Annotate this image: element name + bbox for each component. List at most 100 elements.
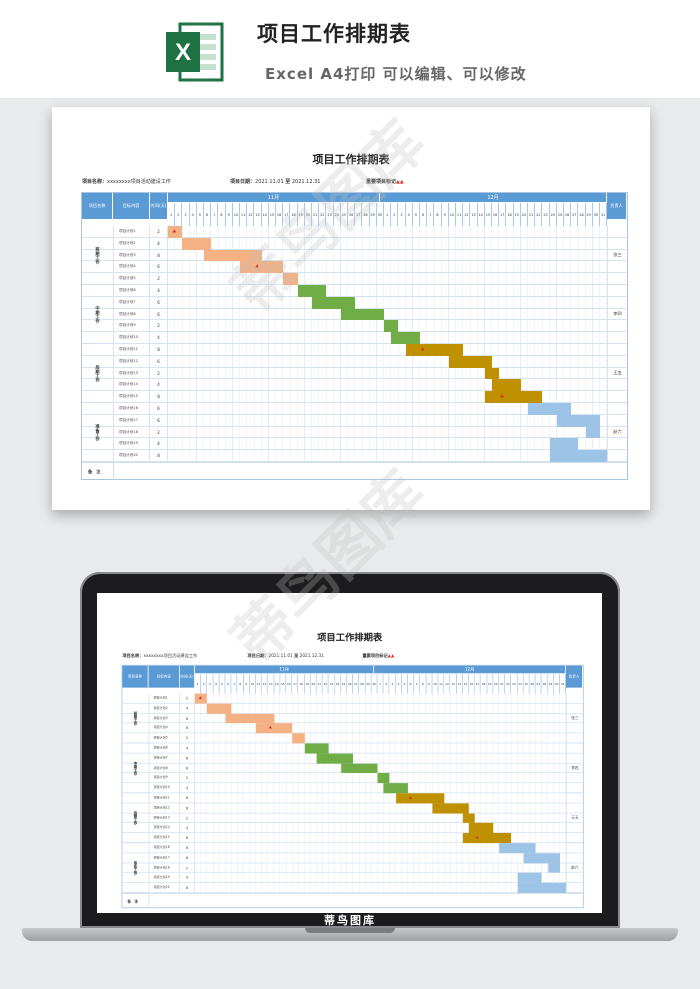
task-name: 项目计划9 xyxy=(148,773,180,784)
task-name: 项目计划2 xyxy=(148,703,180,714)
task-days: 2 xyxy=(180,813,196,824)
gantt-bar xyxy=(168,226,183,238)
day-header-cell: 9 xyxy=(243,674,250,694)
task-row: 项目计划4 6 xyxy=(122,723,583,734)
task-days: 4 xyxy=(150,285,168,297)
task-row: 项目计划14 4 xyxy=(122,823,583,834)
task-days: 4 xyxy=(180,703,196,714)
task-row: 项目计划17 6 xyxy=(82,414,627,427)
phase-label: 准备工作 xyxy=(122,843,149,893)
gantt-table: 项目名称 目标内容 时间(天) 11月 12月 负责人 1 2 3 4 5 6 7 8 9 10 1… xyxy=(81,192,628,480)
notes-label: 备注 xyxy=(127,898,142,904)
day-header-cell: 5 xyxy=(401,674,408,694)
day-header-cell: 31 xyxy=(560,674,567,694)
day-header-cell: 17 xyxy=(499,203,507,226)
task-days: 8 xyxy=(150,450,168,462)
day-header-cell: 19 xyxy=(487,674,494,694)
day-header-cell: 8 xyxy=(237,674,244,694)
gantt-bar xyxy=(547,863,561,874)
day-header-cell: 7 xyxy=(211,203,219,226)
task-name: 项目计划5 xyxy=(113,273,150,285)
task-name: 项目计划14 xyxy=(148,823,180,834)
milestone-flag-icon: ▲ xyxy=(255,264,259,270)
task-row: 项目计划6 4 xyxy=(82,285,627,297)
milestone-flag-icon: ▲ xyxy=(475,835,479,840)
gantt-bar xyxy=(312,296,356,309)
task-name: 项目计划15 xyxy=(113,391,150,403)
day-header-cell: 12 xyxy=(261,674,269,694)
gantt-bar xyxy=(549,438,579,451)
gantt-bar xyxy=(528,403,572,415)
task-row: 项目计划16 6 xyxy=(122,843,583,854)
task-days: 4 xyxy=(150,332,168,344)
day-header-cell: 1 xyxy=(377,674,384,694)
gantt-bar xyxy=(405,344,464,356)
day-header-cell: 14 xyxy=(456,674,463,694)
day-header-cell: 5 xyxy=(196,203,204,226)
task-row: 项目计划1 2 xyxy=(82,226,627,238)
task-row: 项目计划11 8 xyxy=(122,793,583,804)
day-header-cell: 28 xyxy=(362,203,370,226)
day-header-cell: 25 xyxy=(341,674,348,694)
task-name: 项目计划15 xyxy=(148,833,180,844)
project-date-info: 项目日期：2021.11.01 至 2021.12.31 xyxy=(247,653,324,659)
day-header-cell: 14 xyxy=(261,203,269,226)
owner-label: 王五 xyxy=(607,344,627,403)
task-row: 项目计划19 4 xyxy=(82,438,627,451)
task-row: 项目计划3 8 xyxy=(122,713,583,724)
day-header-cell: 7 xyxy=(427,203,435,226)
gantt-bar xyxy=(316,753,354,764)
milestone-legend: 重要项目标记▲▲ xyxy=(366,179,404,185)
day-header-cell: 17 xyxy=(474,674,481,694)
task-row: 项目计划5 2 xyxy=(122,733,583,744)
gantt-bar xyxy=(195,693,208,704)
day-header-cell: 6 xyxy=(420,203,428,226)
gantt-bar xyxy=(283,273,298,285)
task-days: 4 xyxy=(180,873,196,883)
day-header-cell: 3 xyxy=(182,203,190,226)
task-row: 项目计划1 2 xyxy=(122,693,583,704)
task-row: 项目计划18 2 xyxy=(82,426,627,439)
task-days: 2 xyxy=(150,426,168,439)
gantt-bar xyxy=(182,237,212,250)
task-name: 项目计划6 xyxy=(148,743,180,754)
task-name: 项目计划17 xyxy=(113,414,150,427)
task-row: 项目计划19 4 xyxy=(122,873,583,883)
gantt-bar xyxy=(556,414,600,427)
day-header-cell: 24 xyxy=(334,674,342,694)
phase-label: 前期工作 xyxy=(122,694,149,744)
milestone-flag-icon: ▲ xyxy=(198,696,202,701)
day-header-cell: 23 xyxy=(326,203,334,226)
day-header-cell: 18 xyxy=(480,674,488,694)
page-title: 项目工作排期表 xyxy=(257,22,411,46)
day-header-cell: 5 xyxy=(412,203,420,226)
task-name: 项目计划11 xyxy=(148,793,180,804)
gantt-bar xyxy=(255,723,293,734)
task-days: 8 xyxy=(180,882,196,893)
task-row: 项目计划9 2 xyxy=(82,320,627,333)
day-header-cell: 25 xyxy=(523,674,530,694)
task-days: 8 xyxy=(150,344,168,356)
page-subtitle: Excel A4打印 可以编辑、可以修改 xyxy=(265,65,527,83)
day-header-cell: 6 xyxy=(204,203,212,226)
day-header-cell: 13 xyxy=(470,203,478,226)
task-name: 项目计划9 xyxy=(113,320,150,333)
day-header-cell: 22 xyxy=(535,203,543,226)
task-row: 项目计划9 2 xyxy=(122,773,583,784)
header-month-nov: 11月 xyxy=(168,193,380,203)
owner-label: 张三 xyxy=(607,226,627,285)
task-days: 6 xyxy=(180,843,196,854)
gantt-bar xyxy=(240,261,284,274)
task-row: 项目计划16 6 xyxy=(82,403,627,415)
task-days: 2 xyxy=(180,773,196,784)
day-header-cell: 1 xyxy=(195,674,202,694)
sheet-title: 项目工作排期表 xyxy=(312,153,390,166)
task-days: 2 xyxy=(150,226,168,238)
task-days: 6 xyxy=(150,414,168,427)
day-header-cell: 8 xyxy=(420,674,427,694)
task-name: 项目计划19 xyxy=(148,873,180,883)
task-days: 6 xyxy=(180,803,196,814)
header-content: 目标内容 xyxy=(113,193,150,220)
day-header-cell: 7 xyxy=(414,674,421,694)
day-header-cell: 22 xyxy=(505,674,512,694)
